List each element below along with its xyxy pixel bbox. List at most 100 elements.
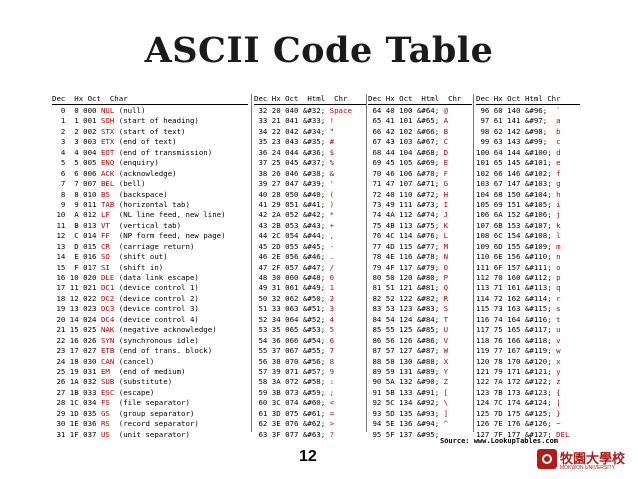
table-row: 85 55 125 &#85; U — [368, 325, 448, 335]
control-codes-column: 0 0 000 NUL (null) 1 1 001 SOH (start of… — [52, 106, 226, 440]
character-symbol: W — [443, 346, 449, 356]
table-row: 82 52 122 &#82; R — [368, 294, 448, 304]
table-row: 19 13 023 DC3 (device control 3) — [52, 304, 226, 314]
code-values: 117 75 165 &#117; — [476, 325, 557, 335]
character-symbol: # — [329, 137, 335, 147]
code-values: 52 34 064 &#52; — [254, 314, 330, 324]
character-symbol: LF — [100, 210, 110, 220]
table-row: 64 40 100 &#64; @ — [368, 106, 448, 116]
character-symbol: CR — [100, 241, 110, 251]
code-values: 59 3B 073 &#59; — [254, 387, 330, 397]
table-row: 16 10 020 DLE (data link escape) — [52, 273, 226, 283]
table-row: 97 61 141 &#97; a — [476, 116, 569, 126]
table-row: 113 71 161 &#113; q — [476, 283, 569, 293]
character-symbol: Z — [443, 377, 449, 387]
character-symbol: 4 — [329, 314, 335, 324]
code-values: 79 4F 117 &#79; — [368, 262, 444, 272]
character-symbol: F — [443, 168, 449, 178]
table-row: 42 2A 052 &#42; * — [254, 210, 352, 220]
character-symbol: DEL — [556, 429, 570, 439]
character-symbol: | — [556, 398, 561, 408]
code-values: 21 15 025 — [52, 325, 101, 335]
code-values: 57 39 071 &#57; — [254, 366, 330, 376]
character-symbol: NAK — [100, 325, 115, 335]
code-values: 14 E 016 — [52, 252, 101, 262]
character-symbol: U — [443, 325, 449, 335]
code-values: 53 35 065 &#53; — [254, 325, 330, 335]
character-description: (file separator) — [109, 398, 190, 408]
character-symbol: TAB — [100, 199, 115, 209]
table-row: 51 33 063 &#51; 3 — [254, 304, 352, 314]
code-values: 4 4 004 — [52, 147, 101, 157]
table-row: 103 67 147 &#103; g — [476, 179, 569, 189]
table-row: 110 6E 156 &#110; n — [476, 252, 569, 262]
character-symbol: i — [556, 199, 561, 209]
character-description: (enquiry) — [114, 158, 159, 168]
character-symbol: d — [556, 147, 561, 157]
character-symbol: [ — [443, 387, 449, 397]
table-row: 66 42 102 &#66; B — [368, 127, 448, 137]
character-symbol: EM — [100, 366, 110, 376]
character-symbol: X — [443, 356, 449, 366]
code-values: 119 77 167 &#119; — [476, 346, 557, 356]
table-row: 24 18 030 CAN (cancel) — [52, 357, 226, 367]
character-symbol: / — [329, 262, 335, 272]
character-symbol: C — [443, 137, 449, 147]
table-row: 27 1B 033 ESC (escape) — [52, 388, 226, 398]
column-divider — [366, 94, 367, 432]
table-row: 78 4E 116 &#78; N — [368, 252, 448, 262]
character-symbol: O — [443, 262, 449, 272]
character-description: (substitute) — [114, 377, 173, 387]
code-values: 54 36 066 &#54; — [254, 335, 330, 345]
character-description: (end of transmission) — [114, 147, 213, 157]
table-row: 25 19 031 EM (end of medium) — [52, 367, 226, 377]
character-symbol: x — [556, 356, 561, 366]
code-values: 109 6D 155 &#109; — [476, 241, 557, 251]
character-symbol: 0 — [329, 273, 335, 282]
table-row: 88 58 130 &#88; X — [368, 357, 448, 367]
code-values: 100 64 144 &#100; — [476, 147, 557, 157]
table-row: 3 3 003 ETX (end of text) — [52, 137, 226, 147]
character-symbol: SI — [100, 262, 110, 272]
character-symbol: } — [556, 408, 561, 418]
character-symbol: 7 — [329, 346, 335, 356]
code-values: 97 61 141 &#97; — [476, 116, 557, 126]
code-values: 101 65 145 &#101; — [476, 158, 557, 168]
character-description: (device control 4) — [114, 314, 199, 324]
code-values: 35 23 043 &#35; — [254, 137, 330, 147]
code-values: 50 32 062 &#50; — [254, 293, 330, 303]
character-description: (group separator) — [109, 408, 195, 418]
table-row: 44 2C 054 &#44; , — [254, 231, 352, 241]
code-values: 113 71 161 &#113; — [476, 283, 557, 293]
code-values: 41 29 051 &#41; — [254, 199, 330, 209]
code-values: 67 43 103 &#67; — [368, 137, 444, 147]
table-row: 84 54 124 &#84; T — [368, 315, 448, 325]
code-values: 94 5E 136 &#94; — [368, 419, 444, 429]
character-symbol: ETB — [100, 346, 115, 356]
character-description: (negative acknowledge) — [114, 325, 217, 335]
code-values: 56 38 070 &#56; — [254, 356, 330, 366]
table-row: 73 49 111 &#73; I — [368, 200, 448, 210]
code-values: 92 5C 134 &#92; — [368, 398, 444, 408]
character-symbol: & — [329, 168, 335, 178]
table-row: 118 76 166 &#118; v — [476, 336, 569, 346]
character-symbol: . — [329, 252, 335, 262]
code-values: 5 5 005 — [52, 158, 101, 168]
table-row: 121 79 171 &#121; y — [476, 367, 569, 377]
uppercase-column: 64 40 100 &#64; @ 65 41 101 &#65; A 66 4… — [368, 106, 448, 440]
table-row: 33 21 041 &#33; ! — [254, 116, 352, 126]
table-row: 126 7E 176 &#126; ~ — [476, 419, 569, 429]
code-values: 19 13 023 — [52, 304, 101, 314]
code-values: 107 6B 153 &#107; — [476, 220, 557, 230]
table-row: 124 7C 174 &#124; | — [476, 398, 569, 408]
table-row: 28 1C 034 FS (file separator) — [52, 398, 226, 408]
character-symbol: j — [556, 210, 561, 220]
code-values: 17 11 021 — [52, 283, 101, 293]
character-symbol: SUB — [100, 377, 115, 387]
character-symbol: a — [556, 116, 561, 126]
page-number: 12 — [299, 448, 317, 465]
code-values: 55 37 067 &#55; — [254, 346, 330, 356]
code-values: 42 2A 052 &#42; — [254, 210, 330, 220]
code-values: 32 20 040 &#32; — [254, 106, 330, 115]
table-row: 68 44 104 &#68; D — [368, 148, 448, 158]
